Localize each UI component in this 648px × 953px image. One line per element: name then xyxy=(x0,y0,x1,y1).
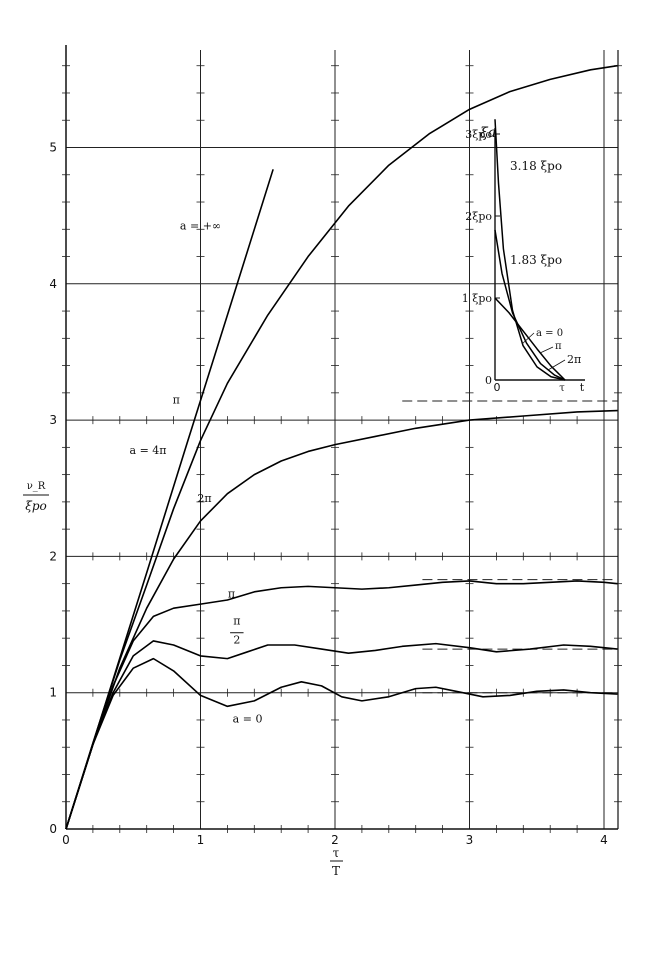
y-axis-label: ν_R ξpo xyxy=(23,481,49,513)
inset-curve-0 xyxy=(494,297,566,381)
x-tick-label: 3 xyxy=(466,833,474,847)
x-axis-label: τ T xyxy=(330,846,343,878)
series-labels: a = +∞ a = 4π π 2π π π 2 a = 0 xyxy=(130,219,263,725)
inset-curve-2 xyxy=(494,119,566,381)
inset-y-axis-label: ξa xyxy=(480,125,496,141)
inset-origin-label: 0 xyxy=(494,381,501,394)
y-tick-label: 5 xyxy=(49,141,57,155)
inset-curve-label-a0: a = 0 xyxy=(536,328,563,339)
x-tick-label: 0 xyxy=(62,833,70,847)
y-tick-label: 2 xyxy=(49,549,57,563)
series-label: a = 4π xyxy=(130,444,167,457)
inset-leader-pi xyxy=(539,346,554,354)
series-label: a = 0 xyxy=(233,713,263,726)
inset-y-tick-label: 2ξpo xyxy=(465,210,492,223)
y-tick-label: 0 xyxy=(49,822,57,836)
inset-y-ticks: 0 1 ξpo 2ξpo 3ξpo xyxy=(462,128,500,387)
y-tick-label: 4 xyxy=(49,277,57,291)
y-tick-label: 1 xyxy=(49,686,57,700)
inset-y-tick-label: 1 ξpo xyxy=(462,292,493,305)
inset-leader-a0 xyxy=(521,332,535,345)
inset-x-label-t: t xyxy=(580,381,585,394)
inset-y-tick-label: 0 xyxy=(485,374,492,387)
series-label: 2 xyxy=(233,634,240,647)
series-label: π xyxy=(173,394,180,407)
x-tick-label: 1 xyxy=(197,833,205,847)
inset-curve-1 xyxy=(494,229,566,381)
series-line-4 xyxy=(65,640,618,830)
x-tick-label: 4 xyxy=(600,833,608,847)
main-grid xyxy=(66,50,618,829)
series-lines xyxy=(65,64,618,830)
inset-annotation-318: 3.18 ξpo xyxy=(510,159,562,173)
inset-curve-label-2pi: 2π xyxy=(567,353,581,366)
inset-chart: ξa 0 1 ξpo 2ξpo 3ξpo 0 τ t 3.18 ξpo 1.83 ξp… xyxy=(462,119,585,394)
y-tick-label: 3 xyxy=(49,413,57,427)
series-label: π xyxy=(233,615,240,628)
series-line-3 xyxy=(65,580,618,830)
series-line-1 xyxy=(65,64,618,830)
series-label: a = +∞ xyxy=(180,219,221,232)
inset-y-tick-label: 3ξpo xyxy=(465,128,492,141)
series-label: 2π xyxy=(197,492,211,505)
inset-x-label-tau: τ xyxy=(559,383,565,394)
series-line-2 xyxy=(65,409,618,830)
inset-leader-2pi xyxy=(547,359,566,371)
y-axis-label-denominator: ξpo xyxy=(25,499,47,513)
inset-annotation-183: 1.83 ξpo xyxy=(510,253,562,267)
x-axis-label-numerator: τ xyxy=(333,846,340,860)
y-axis-label-numerator: ν_R xyxy=(27,481,46,492)
inset-curves xyxy=(494,119,566,381)
main-tick-labels: 0 1 2 3 4 0 1 2 3 4 5 xyxy=(49,141,607,848)
series-line-5 xyxy=(65,657,618,830)
x-axis-label-denominator: T xyxy=(332,864,340,878)
asymptote-lines xyxy=(402,400,618,694)
inset-curve-label-pi: π xyxy=(555,341,562,352)
series-label: π xyxy=(228,587,235,600)
x-tick-label: 2 xyxy=(331,833,339,847)
